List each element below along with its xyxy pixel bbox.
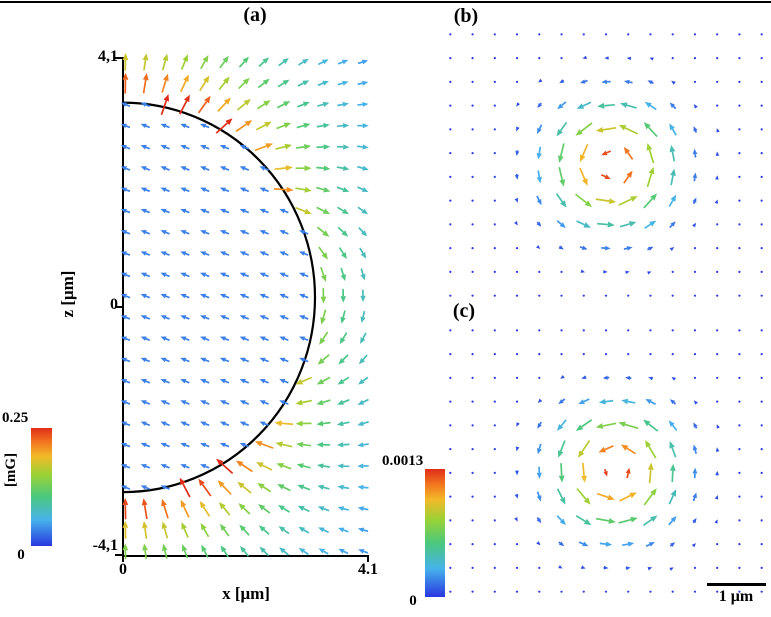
panel-a-label: (a) [243, 4, 267, 26]
colorbar-c-max-label: 0.0013 [382, 453, 424, 469]
colorbar-a-unit-label: [mG] [3, 452, 19, 488]
panel-a-vector-field-canvas [109, 43, 383, 570]
top-rule [0, 1, 771, 3]
colorbar-a [31, 428, 52, 546]
scalebar-label: 1 μm [718, 588, 754, 605]
colorbar-a-max-label: 0.25 [2, 410, 29, 426]
panel-c-label: (c) [452, 300, 476, 322]
scalebar-line [707, 583, 766, 586]
colorbar-c-min-label: 0 [409, 593, 417, 609]
panel-b-label: (b) [453, 5, 479, 27]
panel-a-x-axis-title: x [μm] [222, 584, 270, 603]
colorbar-a-min-label: 0 [17, 547, 25, 563]
panel-b-vector-field-canvas [445, 29, 767, 301]
panel-c-vector-field-canvas [445, 325, 767, 597]
panel-a-y-axis-title: z [μm] [58, 270, 77, 318]
colorbar-c [425, 469, 445, 597]
